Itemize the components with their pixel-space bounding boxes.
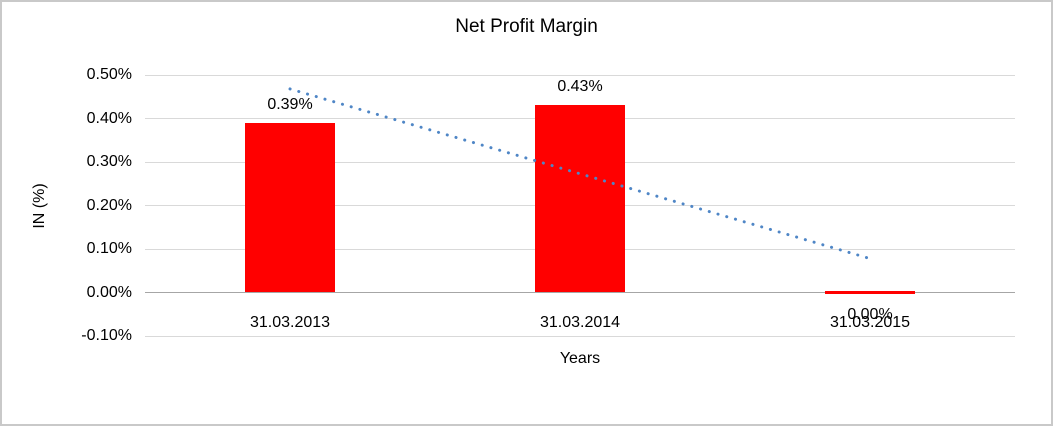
- y-tick-label: 0.50%: [86, 66, 132, 83]
- y-tick-label: 0.30%: [86, 153, 132, 170]
- bar-31.03.2013: [245, 122, 335, 293]
- x-axis-line: [145, 292, 1015, 293]
- y-tick-label: 0.00%: [86, 283, 132, 301]
- x-tick-label: 31.03.2014: [539, 314, 621, 331]
- bar-31.03.2014: [535, 105, 625, 293]
- bar-31.03.2015: [825, 291, 915, 294]
- value-label: 0.43%: [557, 78, 603, 96]
- y-tick-label: 0.10%: [86, 240, 132, 257]
- y-tick-label: 0.20%: [86, 196, 132, 214]
- y-tick-label: 0.40%: [86, 109, 132, 127]
- y-tick-label: -0.10%: [81, 327, 132, 344]
- y-axis-title: IN (%): [31, 183, 48, 229]
- x-axis-title: Years: [559, 350, 601, 367]
- x-tick-label: 31.03.2015: [829, 314, 911, 331]
- value-label: 0.39%: [267, 95, 313, 113]
- x-tick-label: 31.03.2013: [249, 314, 331, 331]
- gridline: [145, 335, 1015, 337]
- gridline: [145, 74, 1015, 76]
- chart-title: Net Profit Margin: [455, 16, 598, 37]
- value-label: 0.00%: [847, 305, 893, 323]
